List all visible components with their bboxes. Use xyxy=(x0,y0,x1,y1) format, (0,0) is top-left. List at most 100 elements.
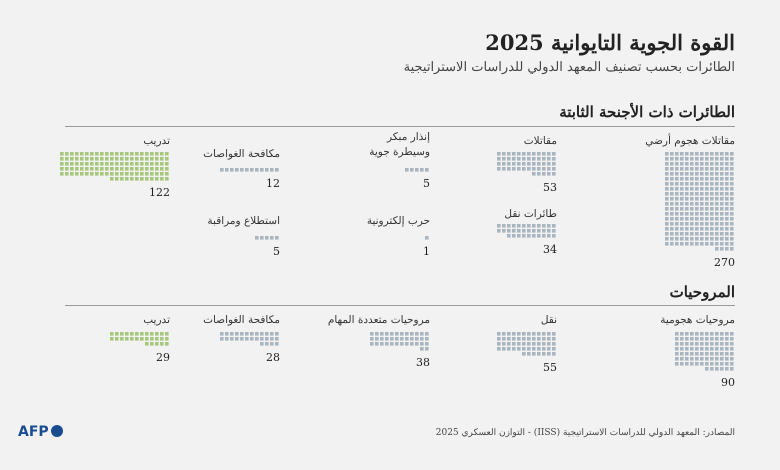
unit-square xyxy=(80,162,84,166)
unit-square xyxy=(675,202,679,206)
unit-square xyxy=(85,162,89,166)
unit-square xyxy=(150,337,154,341)
unit-square xyxy=(680,237,684,241)
category-label: حرب إلكترونية xyxy=(366,215,430,227)
unit-square xyxy=(685,172,689,176)
unit-square xyxy=(715,232,719,236)
category-label: استطلاع ومراقبة xyxy=(207,215,280,227)
unit-square xyxy=(685,227,689,231)
unit-square xyxy=(710,207,714,211)
unit-square xyxy=(710,202,714,206)
unit-square xyxy=(695,202,699,206)
unit-square xyxy=(507,162,511,166)
unit-square xyxy=(537,224,541,228)
unit-square xyxy=(105,162,109,166)
unit-square xyxy=(680,212,684,216)
unit-square xyxy=(85,167,89,171)
unit-square xyxy=(700,197,704,201)
category-label: مكافحة الغواصات xyxy=(203,148,280,160)
unit-square xyxy=(725,202,729,206)
unit-square xyxy=(675,227,679,231)
value-label: 28 xyxy=(266,351,280,364)
unit-square xyxy=(705,237,709,241)
unit-square xyxy=(680,162,684,166)
unit-square xyxy=(680,357,684,361)
unit-square xyxy=(125,167,129,171)
unit-square xyxy=(675,192,679,196)
unit-square xyxy=(120,157,124,161)
unit-square xyxy=(665,217,669,221)
unit-square xyxy=(270,168,274,172)
unit-square xyxy=(70,167,74,171)
unit-square xyxy=(700,187,704,191)
unit-square xyxy=(670,212,674,216)
unit-square xyxy=(695,207,699,211)
unit-square xyxy=(720,347,724,351)
unit-square xyxy=(70,162,74,166)
unit-square xyxy=(675,197,679,201)
unit-square xyxy=(715,222,719,226)
unit-square xyxy=(690,332,694,336)
unit-square xyxy=(685,212,689,216)
unit-square xyxy=(665,207,669,211)
unit-square xyxy=(415,168,419,172)
unit-square xyxy=(670,232,674,236)
unit-square xyxy=(145,152,149,156)
unit-square xyxy=(725,207,729,211)
unit-square xyxy=(160,152,164,156)
unit-square xyxy=(120,167,124,171)
unit-square xyxy=(517,162,521,166)
unit-square xyxy=(710,172,714,176)
unit-square xyxy=(685,352,689,356)
unit-square xyxy=(715,347,719,351)
unit-square xyxy=(95,157,99,161)
unit-square xyxy=(720,187,724,191)
unit-square xyxy=(680,227,684,231)
unit-square xyxy=(720,227,724,231)
unit-square xyxy=(120,332,124,336)
unit-square xyxy=(690,357,694,361)
unit-square xyxy=(375,337,379,341)
unit-square xyxy=(700,342,704,346)
unit-square xyxy=(552,342,556,346)
unit-group xyxy=(425,236,429,240)
unit-square xyxy=(665,167,669,171)
unit-square xyxy=(685,217,689,221)
unit-block xyxy=(220,168,279,172)
value-label: 53 xyxy=(543,181,557,194)
unit-square xyxy=(675,232,679,236)
unit-square xyxy=(65,162,69,166)
unit-block xyxy=(497,332,556,356)
unit-square xyxy=(160,177,164,181)
unit-square xyxy=(135,167,139,171)
unit-square xyxy=(675,347,679,351)
unit-square xyxy=(695,242,699,246)
unit-square xyxy=(700,192,704,196)
unit-square xyxy=(380,332,384,336)
unit-square xyxy=(265,168,269,172)
unit-square xyxy=(705,352,709,356)
unit-square xyxy=(552,352,556,356)
unit-square xyxy=(542,224,546,228)
unit-square xyxy=(110,177,114,181)
unit-square xyxy=(705,232,709,236)
unit-square xyxy=(125,162,129,166)
unit-square xyxy=(130,157,134,161)
unit-square xyxy=(715,337,719,341)
unit-square xyxy=(155,332,159,336)
unit-square xyxy=(115,332,119,336)
unit-square xyxy=(695,172,699,176)
unit-square xyxy=(725,182,729,186)
unit-square xyxy=(527,332,531,336)
unit-square xyxy=(725,332,729,336)
unit-square xyxy=(507,152,511,156)
unit-square xyxy=(700,362,704,366)
unit-square xyxy=(710,367,714,371)
unit-square xyxy=(705,162,709,166)
unit-square xyxy=(507,234,511,238)
unit-square xyxy=(710,352,714,356)
unit-square xyxy=(145,162,149,166)
unit-square xyxy=(700,232,704,236)
unit-square xyxy=(125,152,129,156)
